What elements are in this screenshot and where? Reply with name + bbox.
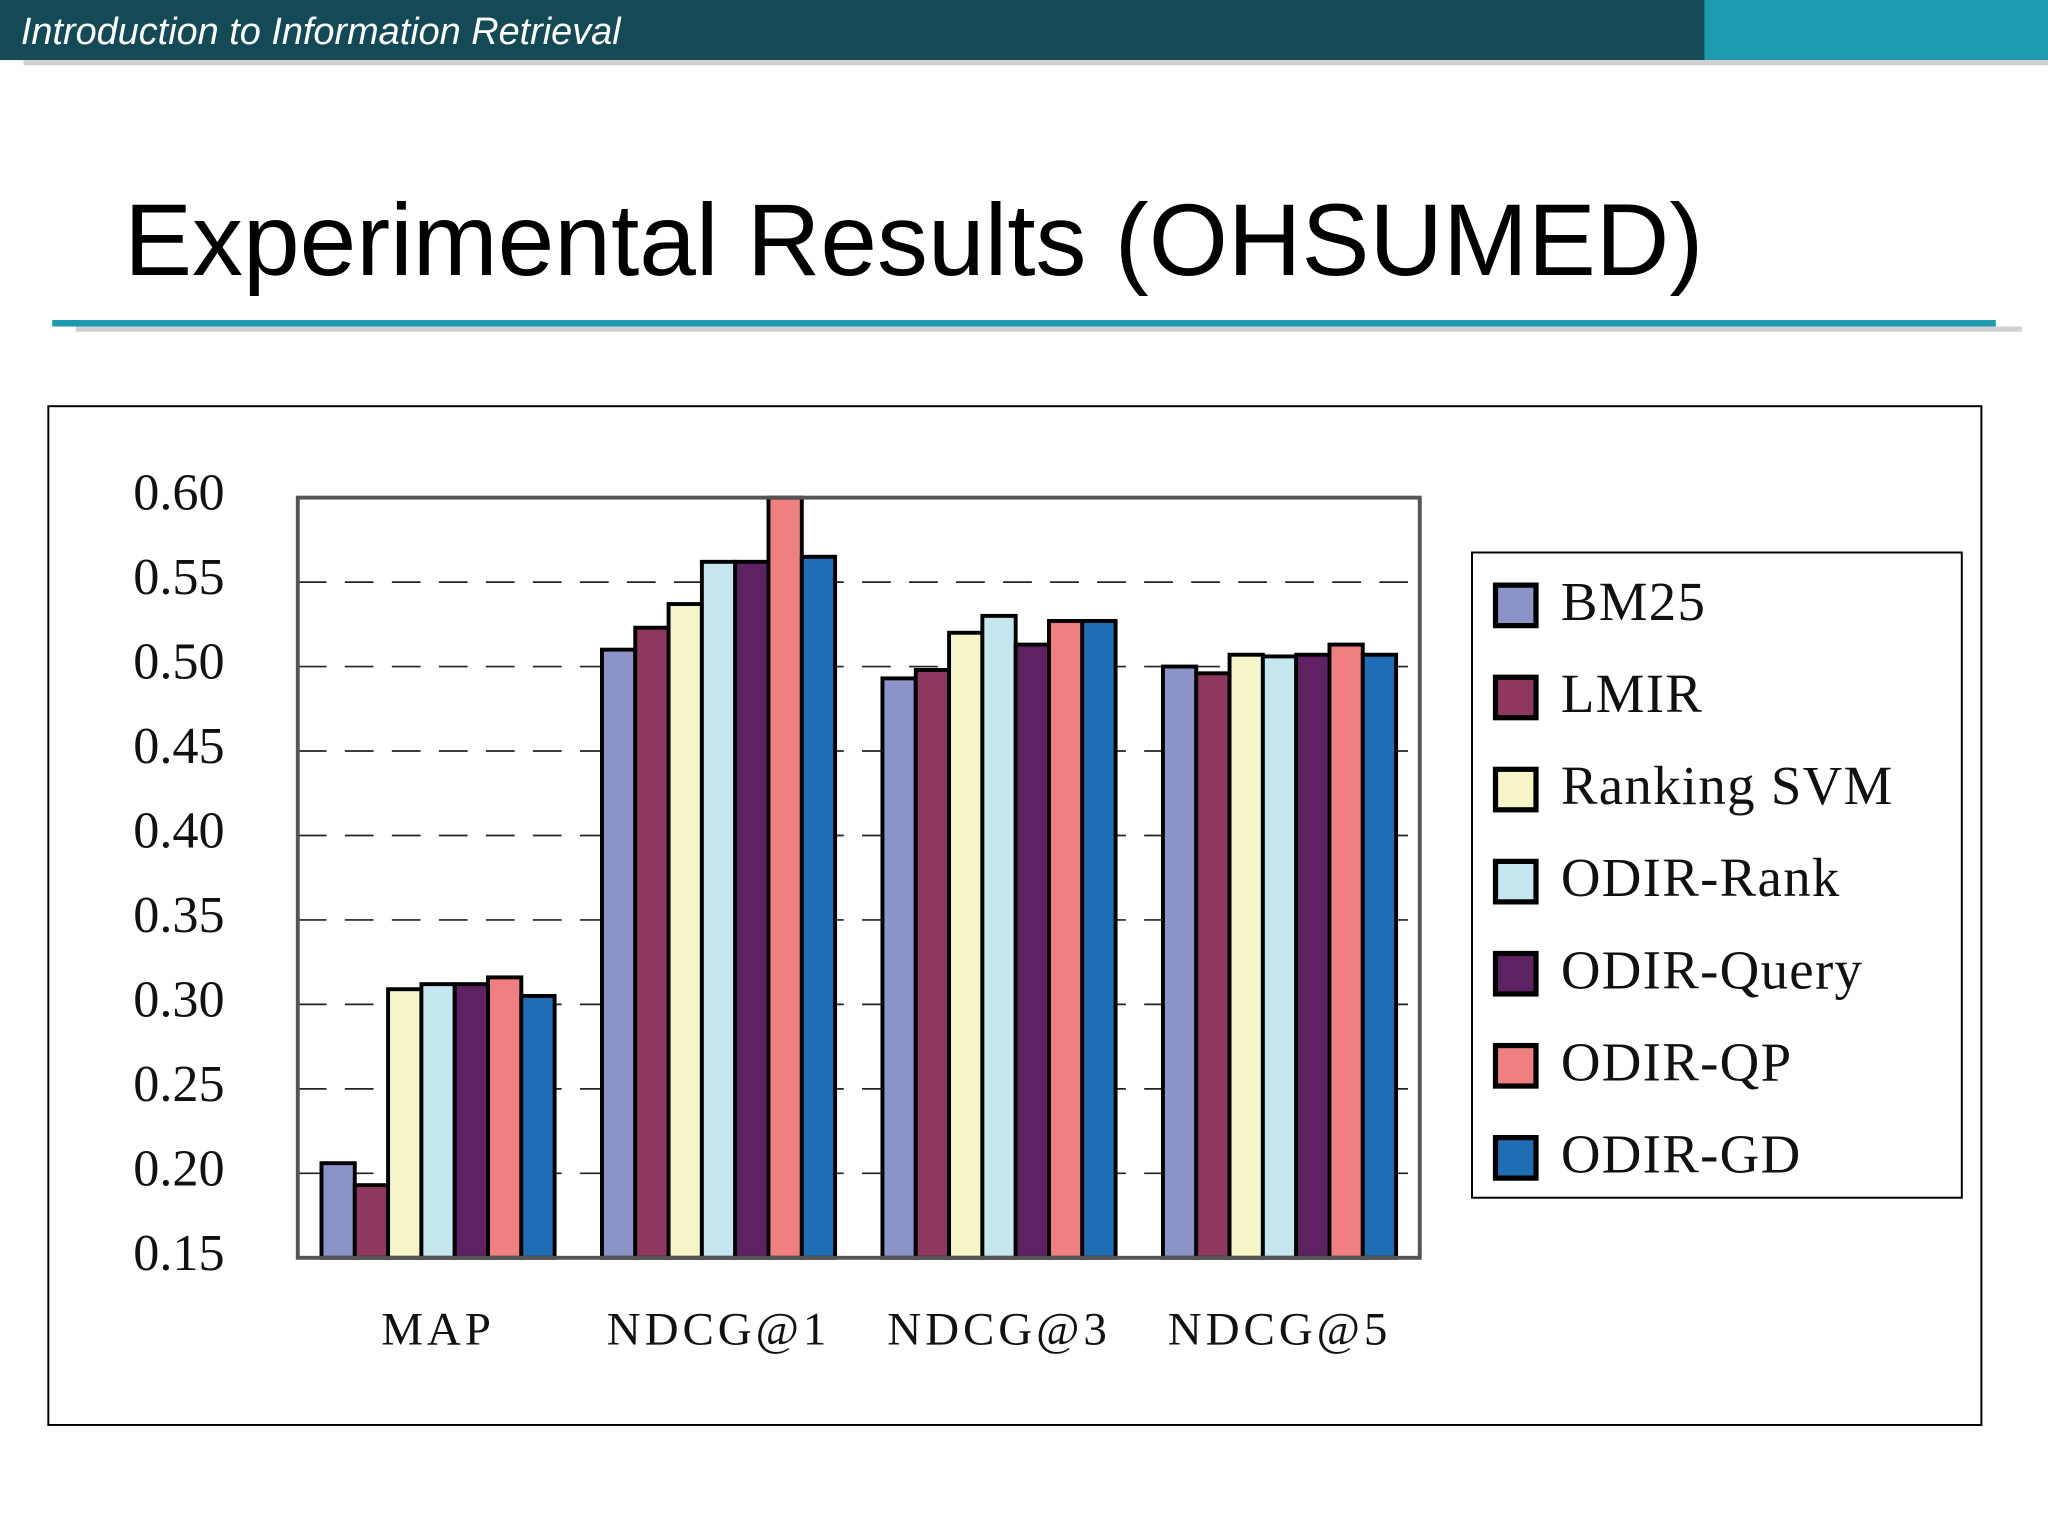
bar [386,987,424,1260]
bar [947,630,985,1260]
x-tick-label: MAP [381,1303,495,1355]
bar [519,994,557,1260]
bar [1260,654,1299,1260]
legend-swatch [1492,858,1539,905]
y-tick-label: 0.15 [133,1224,224,1282]
title-rule-shadow [75,326,2022,332]
bar [1047,618,1085,1260]
legend-swatch [1492,1135,1539,1181]
x-tick-label: NDCG@5 [1168,1303,1392,1355]
bar [486,975,524,1260]
legend-swatch [1492,674,1539,721]
bar [452,982,490,1260]
y-tick-label: 0.35 [133,886,224,944]
y-tick-label: 0.25 [133,1055,224,1113]
bar [1160,664,1199,1260]
y-tick-label: 0.45 [133,717,224,775]
y-tick-label: 0.50 [133,633,224,691]
y-tick-label: 0.60 [133,464,224,522]
header-bar [0,0,1705,61]
title-rule [52,320,1996,327]
bar [1080,618,1118,1260]
legend-box [1471,551,1963,1199]
bar [699,559,738,1260]
y-tick-label: 0.55 [133,548,224,606]
bar [766,495,804,1260]
bar [980,613,1018,1260]
x-tick-label: NDCG@1 [607,1303,831,1355]
bar [733,559,771,1260]
legend-label: ODIR-GD [1561,1123,1802,1184]
bar [1294,652,1332,1260]
bar [633,625,671,1260]
bar [1327,642,1365,1260]
bar [1013,642,1051,1260]
slide-title: Experimental Results (OHSUMED) [124,183,1703,297]
legend-swatch [1492,582,1539,629]
plot-border [295,495,1422,1260]
legend-label: ODIR-Rank [1561,847,1841,908]
header-accent [1704,0,2048,61]
bar [799,554,838,1260]
legend-label: ODIR-QP [1561,1031,1793,1092]
y-tick-label: 0.20 [133,1139,224,1197]
header-shadow [23,60,2048,66]
legend-label: LMIR [1561,663,1703,724]
legend-swatch [1492,766,1539,813]
bar [419,982,457,1260]
bar [666,602,704,1260]
bar [913,667,952,1260]
legend-label: ODIR-Query [1561,939,1863,1000]
legend-swatch [1492,1042,1539,1089]
legend-label: Ranking SVM [1561,755,1894,816]
y-tick-label: 0.30 [133,970,224,1028]
bar [1360,652,1399,1260]
x-tick-label: NDCG@3 [887,1303,1111,1355]
bar [319,1161,357,1260]
bar [880,676,918,1260]
bar [352,1183,391,1260]
bar [1227,652,1265,1260]
bar [600,647,638,1260]
legend-swatch [1492,950,1539,997]
bar [1194,671,1232,1260]
y-tick-label: 0.40 [133,801,224,859]
legend-label: BM25 [1561,571,1706,632]
header-text: Introduction to Information Retrieval [21,11,622,53]
